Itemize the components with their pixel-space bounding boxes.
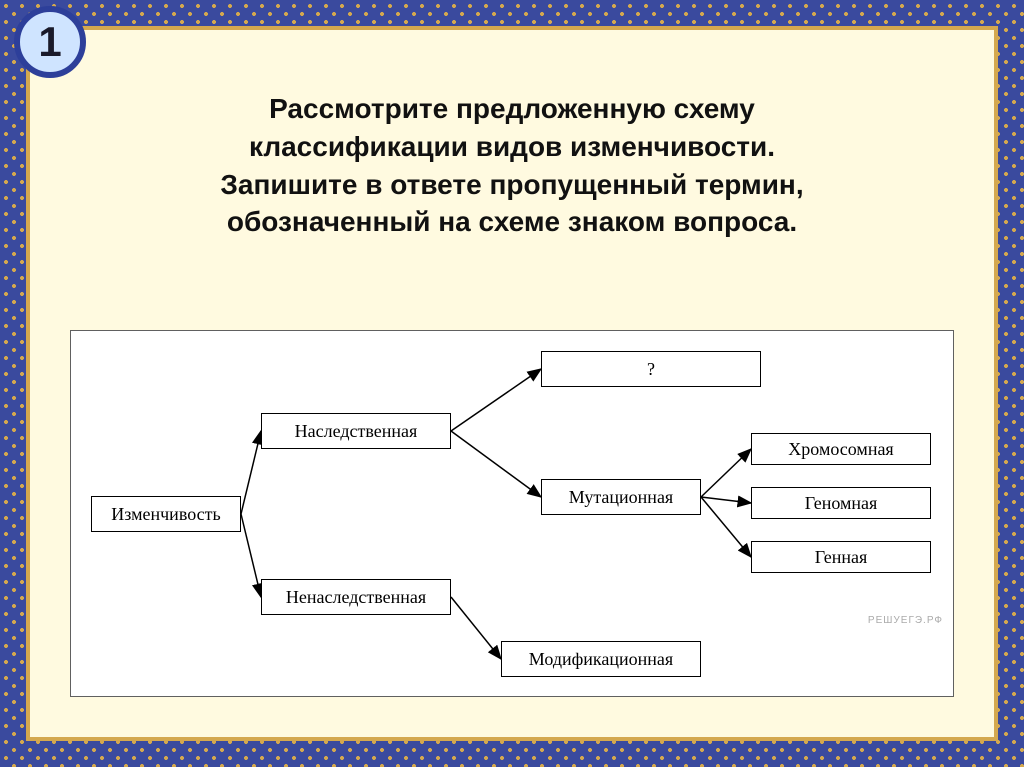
diagram-container: Изменчивость Наследственная Ненаследственн…	[70, 330, 954, 697]
title-line: Рассмотрите предложенную схему	[90, 90, 934, 128]
title-line: Запишите в ответе пропущенный термин,	[90, 166, 934, 204]
slide-panel: Рассмотрите предложенную схему классифик…	[26, 26, 998, 741]
task-title: Рассмотрите предложенную схему классифик…	[30, 30, 994, 261]
watermark-text: РЕШУЕГЭ.РФ	[868, 615, 943, 626]
question-number-badge: 1	[14, 6, 86, 78]
diagram-node-mut: Мутационная	[541, 479, 701, 515]
title-line: классификации видов изменчивости.	[90, 128, 934, 166]
diagram-node-nonher: Ненаследственная	[261, 579, 451, 615]
diagram-node-root: Изменчивость	[91, 496, 241, 532]
diagram-node-unknown: ?	[541, 351, 761, 387]
diagram-node-chrom: Хромосомная	[751, 433, 931, 465]
title-line: обозначенный на схеме знаком вопроса.	[90, 203, 934, 241]
diagram-node-gene: Генная	[751, 541, 931, 573]
diagram-node-hered: Наследственная	[261, 413, 451, 449]
diagram-node-mod: Модификационная	[501, 641, 701, 677]
diagram-node-genom: Геномная	[751, 487, 931, 519]
badge-number: 1	[38, 18, 61, 66]
